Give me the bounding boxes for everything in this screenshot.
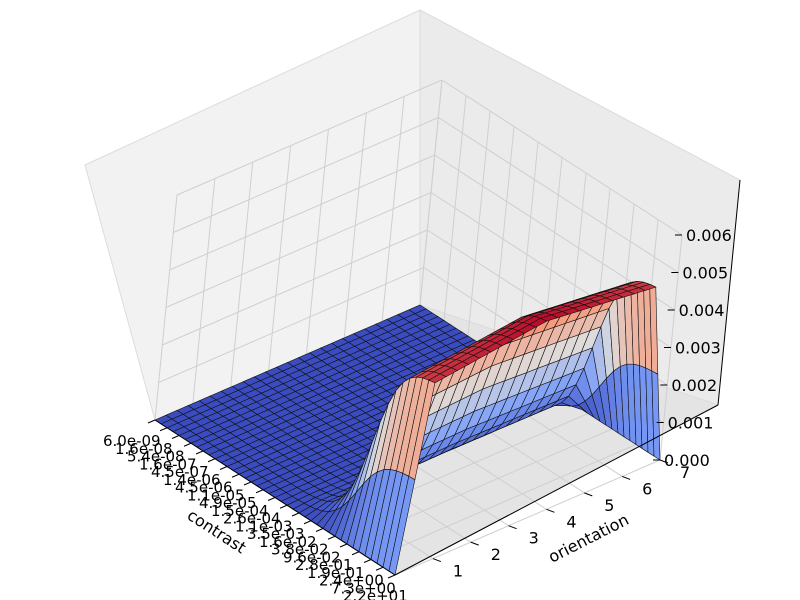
y-tick-mark: [546, 508, 555, 513]
x-tick-label: 9.6e-02: [283, 548, 341, 566]
grid-line: [230, 162, 254, 388]
x-tick-mark: [159, 427, 168, 432]
x-tick-label: 1.9e-01: [307, 564, 365, 582]
y-axis-label: orientation: [545, 510, 632, 567]
x-tick-label: 1.4e-06: [163, 471, 221, 489]
x-tick-mark: [339, 543, 348, 548]
y-tick-label: 5: [604, 496, 614, 515]
x-tick-mark: [351, 551, 360, 556]
grid-line: [268, 145, 292, 371]
x-tick-mark: [387, 574, 396, 579]
x-tick-mark: [171, 435, 180, 439]
y-tick-mark: [621, 475, 631, 480]
y-tick-label: 2: [491, 545, 501, 564]
x-tick-label: 1.6e-07: [139, 455, 197, 473]
z-tick-label: 0.004: [679, 301, 725, 320]
y-axis-line: [394, 404, 719, 576]
z-tick-label: 0.002: [671, 376, 717, 395]
z-axis-ticks: 0.000 0.001 0.002 0.003 0.004 0.005 0.006: [653, 226, 732, 470]
y-tick-mark: [584, 492, 593, 497]
x-tick-label: 4.9e-05: [199, 494, 257, 512]
grid-line: [305, 129, 329, 355]
y-tick-mark: [508, 525, 517, 530]
x-tick-mark: [327, 535, 336, 540]
x-tick-mark: [363, 559, 372, 563]
x-tick-mark: [375, 566, 384, 571]
x-tick-label: 4.5e-06: [175, 479, 233, 497]
x-tick-mark: [207, 458, 216, 463]
grid-line: [165, 192, 432, 308]
y-tick-label: 3: [529, 529, 539, 548]
x-tick-label: 5.4e-08: [127, 448, 185, 466]
z-tick-label: 0.000: [664, 451, 710, 470]
grid-line: [394, 459, 661, 576]
grid-line: [467, 110, 491, 337]
x-tick-mark: [147, 419, 156, 424]
grid-line: [343, 112, 367, 338]
z-tick-label: 0.003: [675, 339, 721, 358]
x-tick-label: 3.5e-03: [247, 525, 305, 543]
surface-mesh: [154, 280, 661, 576]
z-tick-label: 0.005: [682, 264, 728, 283]
x-tick-label: 1.5e-04: [211, 502, 269, 520]
y-tick-label: 7: [680, 463, 690, 482]
x-tick-label: 1.6e-02: [259, 533, 317, 551]
x-tick-mark: [315, 528, 324, 532]
y-tick-label: 4: [566, 512, 576, 531]
grid-line: [162, 229, 428, 346]
x-tick-mark: [219, 466, 228, 470]
x-tick-mark: [291, 512, 300, 517]
x-tick-label: 2.2e+01: [343, 587, 408, 600]
z-tick-label: 0.001: [668, 414, 714, 433]
y-tick-label: 1: [453, 562, 463, 581]
x-tick-label: 3.8e-02: [271, 541, 329, 559]
y-axis-ticks: 1 2 3 4 5 6 7: [432, 459, 690, 581]
grid-line: [173, 117, 439, 233]
grid-line: [154, 194, 178, 421]
y-tick-mark: [432, 558, 442, 563]
grid-line: [192, 178, 216, 404]
grid-line: [370, 444, 637, 560]
x-tick-mark: [267, 497, 276, 501]
grid-line: [158, 267, 424, 383]
x-tick-mark: [231, 473, 240, 478]
y-tick-label: 6: [642, 479, 652, 498]
x-tick-label: 1.1e-05: [187, 486, 245, 504]
z-tick-label: 0.006: [686, 226, 732, 245]
x-tick-mark: [195, 450, 204, 455]
x-tick-label: 1.6e-08: [115, 440, 173, 458]
x-tick-label: 2.4e+00: [319, 572, 384, 590]
x-axis-ticks: 6.0e-091.6e-085.4e-081.6e-074.5e-071.4e-…: [103, 419, 408, 600]
x-tick-label: 2.6e-04: [223, 510, 281, 528]
x-tick-label: 7.3e+00: [331, 579, 396, 597]
grid-line: [381, 96, 405, 322]
grid-line: [419, 79, 443, 306]
y-tick-mark: [470, 541, 479, 546]
x-tick-label: 1.1e-03: [235, 517, 293, 535]
grid-line: [443, 95, 467, 321]
x-tick-mark: [279, 504, 288, 509]
grid-line: [169, 154, 435, 271]
y-tick-mark: [659, 459, 669, 464]
x-tick-mark: [255, 489, 264, 494]
x-tick-mark: [243, 481, 252, 486]
x-tick-label: 2.8e-01: [295, 556, 353, 574]
x-tick-mark: [183, 442, 192, 447]
x-tick-mark: [303, 520, 312, 525]
grid-line: [176, 79, 443, 196]
grid-line: [491, 126, 515, 352]
x-tick-label: 4.5e-07: [151, 463, 209, 481]
z-axis-line: [717, 179, 741, 406]
x-tick-label: 6.0e-09: [103, 432, 161, 450]
